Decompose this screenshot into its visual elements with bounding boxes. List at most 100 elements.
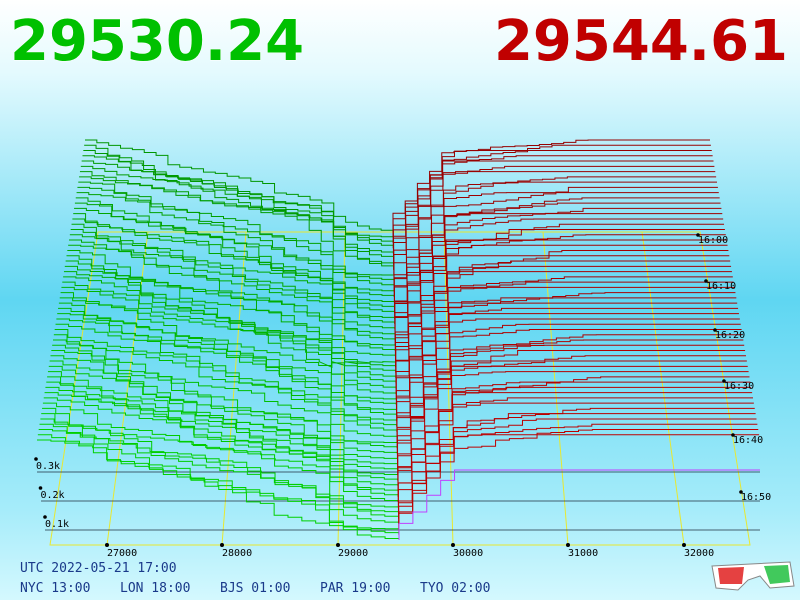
ask-depth-line — [398, 434, 760, 535]
ask-depth-line — [395, 302, 738, 400]
ask-depth-line — [395, 313, 739, 411]
bid-depth-line — [37, 439, 400, 540]
price-label: 32000 — [684, 548, 714, 559]
time-label: 16:40 — [733, 435, 763, 446]
city-clock: NYC 13:00 — [20, 581, 90, 596]
ask-depth-line — [395, 292, 736, 389]
time-label: 16:30 — [724, 381, 754, 392]
price-grid-line — [106, 231, 149, 546]
3d-glasses-icon[interactable] — [711, 561, 795, 591]
bid-depth-line — [45, 386, 399, 486]
time-tick — [731, 433, 735, 437]
price-label: 30000 — [453, 548, 483, 559]
price-tick — [336, 543, 340, 547]
glasses-red-lens — [718, 567, 744, 584]
ask-depth-line — [396, 360, 747, 459]
price-tick — [220, 543, 224, 547]
ask-depth-line — [395, 265, 732, 362]
city-clock: LON 18:00 — [120, 581, 190, 596]
depth-label: 0.2k — [41, 490, 65, 501]
ask-depth-line — [396, 318, 740, 416]
time-tick — [696, 233, 700, 237]
ask-depth-line — [394, 239, 727, 335]
bid-depth-line — [42, 402, 399, 503]
ask-depth-line — [395, 286, 735, 384]
bid-price: 29530.24 — [10, 9, 304, 74]
time-tick — [713, 328, 717, 332]
bid-depth-line — [77, 186, 395, 281]
bid-depth-line — [46, 381, 399, 481]
time-label: 16:20 — [715, 330, 745, 341]
ask-depth-line — [393, 171, 716, 265]
bid-depth-line — [68, 244, 396, 341]
bid-depth-line — [72, 218, 396, 314]
price-tick — [451, 543, 455, 547]
ask-depth-line — [397, 397, 753, 497]
ask-depth-line — [392, 160, 714, 254]
bid-depth-line — [48, 365, 399, 465]
bid-depth-line — [79, 176, 395, 270]
ask-price: 29544.61 — [494, 9, 788, 74]
utc-clock: UTC 2022-05-21 17:00 — [20, 561, 177, 576]
price-grid-line — [542, 231, 569, 546]
price-grid-line — [641, 231, 685, 546]
ask-depth-line — [397, 402, 754, 503]
ask-depth-line — [395, 307, 739, 405]
bid-depth-line — [47, 371, 399, 470]
price-label: 28000 — [222, 548, 252, 559]
city-clock: PAR 19:00 — [320, 581, 390, 596]
bid-depth-line — [70, 228, 396, 324]
ask-depth-line — [392, 139, 710, 232]
depth-tick — [43, 515, 47, 519]
bid-depth-line — [56, 318, 398, 416]
ask-depth-line — [397, 407, 755, 508]
ask-depth-line — [395, 271, 732, 368]
ask-depth-line — [393, 213, 723, 308]
bid-depth-line — [40, 418, 400, 519]
depth-tick — [34, 457, 38, 461]
price-tick — [682, 543, 686, 547]
glasses-green-lens — [764, 565, 790, 584]
price-label: 27000 — [107, 548, 137, 559]
bid-depth-line — [69, 234, 396, 330]
city-clocks: NYC 13:00 LON 18:00 BJS 01:00 PAR 19:00 TYO … — [20, 581, 490, 596]
ask-depth-line — [394, 244, 728, 341]
ask-depth-line — [393, 197, 720, 292]
time-label: 16:00 — [698, 235, 728, 246]
price-grid-line — [337, 231, 346, 546]
bid-depth-line — [65, 260, 396, 357]
bid-depth-line — [54, 328, 398, 427]
depth-label: 0.3k — [36, 461, 60, 472]
ask-depth-line — [394, 255, 730, 351]
bid-depth-line — [39, 423, 400, 524]
bid-depth-line — [59, 297, 397, 395]
time-label: 16:50 — [741, 492, 771, 503]
price-label: 31000 — [568, 548, 598, 559]
time-label: 16:10 — [706, 281, 736, 292]
axis-labels: 27000 28000 29000 30000 31000 32000 0.1k 0.2k 0.… — [36, 233, 771, 559]
time-tick — [739, 490, 743, 494]
ask-depth-line — [397, 381, 751, 481]
time-tick — [722, 379, 726, 383]
ask-depth-line — [396, 323, 741, 422]
order-book-lines — [37, 139, 760, 540]
ask-depth-line — [397, 365, 748, 465]
time-tick — [704, 279, 708, 283]
ask-depth-line — [395, 297, 737, 395]
bid-depth-line — [43, 397, 399, 497]
bid-depth-line — [62, 281, 397, 378]
city-clock: BJS 01:00 — [220, 581, 290, 596]
ask-depth-line — [392, 150, 712, 243]
ask-depth-line — [397, 392, 753, 492]
depth-tick — [38, 486, 43, 490]
price-tick — [105, 543, 109, 547]
bid-depth-line — [51, 350, 398, 449]
bid-depth-line — [53, 334, 398, 432]
bid-depth-line — [58, 307, 397, 405]
price-label: 29000 — [338, 548, 368, 559]
bid-depth-line — [76, 192, 395, 287]
bid-depth-line — [85, 139, 394, 232]
